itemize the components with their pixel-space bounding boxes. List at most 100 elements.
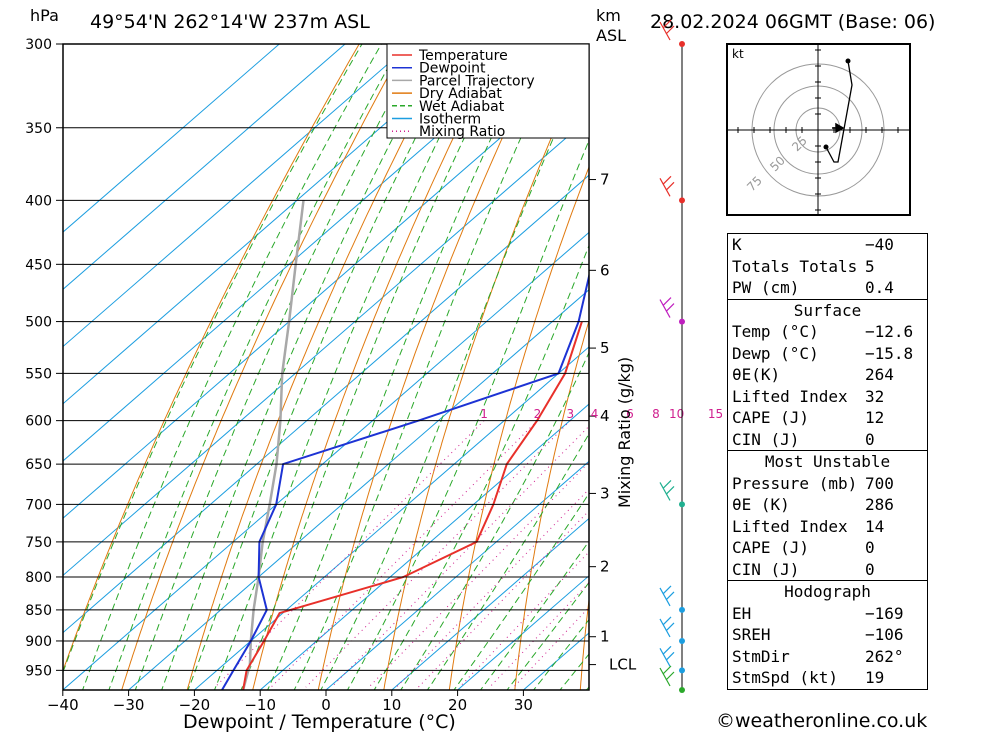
height-tick-label: 5 (600, 339, 610, 357)
dry-adiabat-line (317, 44, 547, 690)
surface-cin-label: CIN (J) (732, 429, 800, 449)
pressure-tick-label: 750 (25, 535, 52, 551)
mu-title: Most Unstable (764, 452, 891, 471)
mu-li-value: 14 (865, 516, 885, 536)
pw-value: 0.4 (865, 278, 894, 297)
wind-level-dot (679, 41, 685, 47)
surface-temp-row: Temp (°C) −12.6 (728, 321, 927, 343)
pw-row: PW (cm) 0.4 (728, 277, 927, 299)
surface-li-value: 32 (865, 386, 885, 406)
tt-value: 5 (865, 256, 875, 276)
tt-row: Totals Totals 5 (728, 256, 927, 278)
background-lines (63, 44, 589, 690)
isotherm-line (194, 346, 589, 690)
mixing-ratio-line (214, 420, 485, 688)
mu-cape-row: CAPE (J) 0 (728, 537, 927, 559)
wind-level-dot (679, 667, 685, 674)
wind-barb (659, 665, 675, 687)
mu-cin-value: 0 (865, 559, 875, 579)
mixing-ratio-line (417, 510, 589, 688)
surface-cin-value: 0 (865, 429, 875, 449)
mixing-ratio-label: 3 (566, 407, 574, 421)
pw-label: PW (cm) (732, 278, 800, 297)
dry-adiabat-line (252, 44, 500, 690)
height-tick-label: 6 (600, 261, 610, 279)
wind-barb (659, 616, 675, 638)
height-tick-label: 2 (600, 558, 610, 576)
surface-temp-label: Temp (°C) (732, 322, 819, 341)
dry-adiabat-line (186, 44, 453, 690)
eh-row: EH −169 (728, 603, 927, 625)
stmdir-row: StmDir 262° (728, 646, 927, 668)
k-row: K −40 (728, 234, 927, 256)
mixing-ratio-axis-label: Mixing Ratio (g/kg) (615, 357, 634, 508)
surface-title: Surface (793, 300, 862, 320)
indices-panel: K −40 Totals Totals 5 PW (cm) 0.4 Surface T… (727, 233, 928, 690)
isotherm-line (63, 44, 346, 290)
eh-label: EH (732, 603, 752, 623)
surface-cape-label: CAPE (J) (732, 408, 810, 427)
stmdir-value: 262° (865, 646, 904, 666)
wet-adiabat-line (82, 44, 382, 690)
mixing-ratio-label: 2 (534, 407, 542, 421)
wet-adiabat-line (213, 44, 487, 690)
location-title: 49°54'N 262°14'W 237m ASL (90, 11, 370, 33)
surface-dewp-value: −15.8 (865, 343, 914, 363)
wet-adiabat-line (400, 351, 589, 690)
isotherm-line (457, 575, 589, 690)
stmspd-row: StmSpd (kt) 19 (728, 667, 927, 689)
mixing-ratio-label: 8 (652, 407, 660, 421)
dry-adiabat-line (383, 50, 589, 690)
wind-barb (659, 479, 675, 501)
mu-pressure-value: 700 (865, 473, 894, 493)
isotherm-line (391, 517, 589, 690)
mixing-ratio-label: 4 (591, 407, 599, 421)
legend-label: Parcel Trajectory (419, 73, 535, 89)
hodograph-unit: kt (732, 47, 744, 61)
height-tick-label: 1 (600, 628, 610, 646)
wet-adiabat-line (63, 44, 363, 674)
x-tick-label: −30 (113, 696, 145, 714)
copyright-link[interactable]: ©weatheronline.co.uk (716, 710, 928, 732)
most-unstable-section: Most Unstable Pressure (mb) 700 θE (K) 286… (728, 450, 927, 580)
hodograph-top-dot (845, 58, 851, 64)
k-value: −40 (865, 235, 894, 254)
mixing-ratio-line (305, 420, 571, 688)
pressure-tick-label: 600 (25, 414, 52, 430)
wind-level-dot (679, 318, 685, 325)
stmspd-value: 19 (865, 668, 885, 687)
mu-pressure-label: Pressure (mb) (732, 473, 858, 493)
surface-li-label: Lifted Index (732, 386, 848, 406)
wind-level-dot (679, 606, 685, 613)
legend-box (386, 43, 590, 139)
wind-level-dot (679, 197, 685, 204)
isotherm-line (325, 460, 589, 690)
mixing-ratio-label: 10 (669, 407, 684, 421)
pressure-tick-label: 300 (25, 37, 52, 53)
pressure-tick-label: 900 (25, 634, 52, 650)
dry-adiabat-line (579, 596, 589, 690)
surface-temp-value: −12.6 (865, 322, 914, 341)
pressure-tick-label: 450 (25, 257, 52, 273)
stmdir-label: StmDir (732, 646, 790, 666)
isotherm-line (63, 231, 589, 690)
mixing-ratio-label: 6 (626, 407, 634, 421)
hodograph-stats-section: Hodograph EH −169 SREH −106 StmDir 262° Stm… (728, 580, 927, 689)
mu-pressure-row: Pressure (mb) 700 (728, 473, 927, 495)
isotherm-line (63, 44, 478, 405)
wet-adiabat-line (240, 44, 511, 690)
mu-theta-value: 286 (865, 495, 894, 514)
hodo-title: Hodograph (784, 582, 871, 601)
pressure-tick-label: 800 (25, 570, 52, 586)
wet-adiabat-line (479, 540, 589, 690)
x-tick-label: 10 (382, 696, 401, 714)
pressure-tick-label: 400 (25, 193, 52, 209)
surface-li-row: Lifted Index 32 (728, 386, 927, 408)
storm-motion-arrow (832, 122, 845, 134)
k-label: K (732, 235, 742, 254)
sreh-row: SREH −106 (728, 624, 927, 646)
wind-barb (659, 585, 675, 607)
datetime-title: 28.02.2024 06GMT (Base: 06) (650, 11, 935, 33)
dry-adiabat-line (514, 318, 589, 690)
